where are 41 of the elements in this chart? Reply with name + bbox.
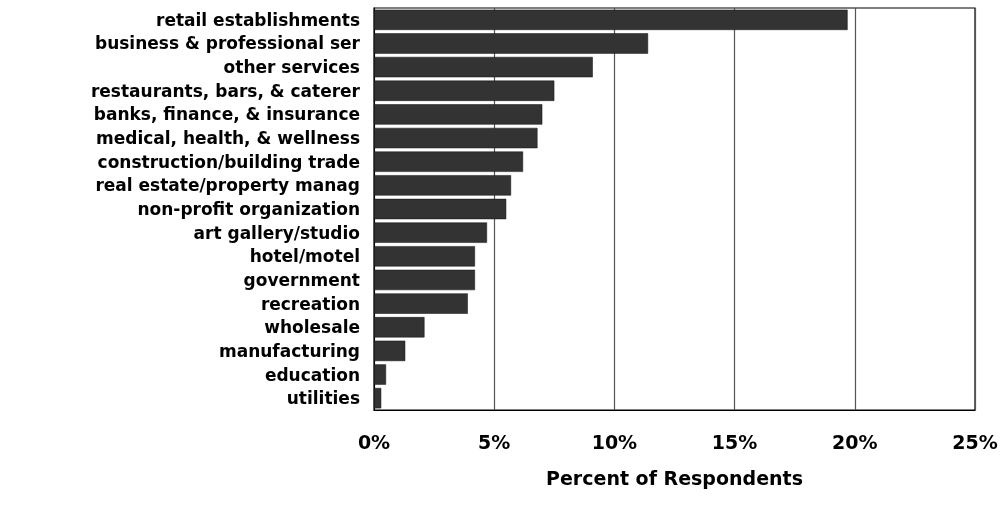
bar <box>374 364 387 385</box>
y-tick-label: recreation <box>260 293 360 314</box>
bar <box>374 340 406 362</box>
bar <box>374 9 848 30</box>
bar <box>374 222 487 243</box>
y-tick-label: retail establishments <box>156 9 360 30</box>
x-tick-label: 0% <box>357 430 391 453</box>
bar <box>374 246 475 267</box>
bar <box>374 317 425 338</box>
y-tick-label: medical, health, & wellness <box>95 128 360 149</box>
y-tick-label: art gallery/studio <box>193 222 360 243</box>
y-tick-label: government <box>243 269 360 290</box>
y-tick-label: wholesale <box>264 317 360 338</box>
y-tick-label: business & professional ser <box>94 33 361 54</box>
bar <box>374 80 555 101</box>
bar <box>374 293 468 314</box>
x-tick-label: 25% <box>952 430 998 453</box>
y-tick-label: non-profit organization <box>137 199 360 219</box>
bar <box>374 104 543 125</box>
x-axis-title: Percent of Respondents <box>546 466 803 489</box>
y-tick-label: banks, finance, & insurance <box>93 104 360 125</box>
bar <box>374 198 507 220</box>
x-tick-label: 20% <box>832 430 878 453</box>
bar <box>374 56 593 78</box>
y-tick-label: hotel/motel <box>249 246 360 267</box>
bar <box>374 175 512 196</box>
x-tick-label: 10% <box>591 430 638 453</box>
y-tick-label: education <box>264 364 360 385</box>
y-tick-label: construction/building trade <box>97 151 360 172</box>
bar <box>374 388 382 409</box>
y-tick-label: restaurants, bars, & caterer <box>90 80 361 101</box>
x-tick-label: 5% <box>478 430 511 453</box>
bar <box>374 127 538 149</box>
y-tick-label: utilities <box>286 388 360 409</box>
y-tick-label: real estate/property manag <box>95 175 360 196</box>
x-tick-label: 15% <box>711 430 758 453</box>
y-tick-label: other services <box>223 57 360 78</box>
bar <box>374 151 524 172</box>
y-tick-label: manufacturing <box>218 340 360 361</box>
bar <box>374 33 649 54</box>
bar <box>374 269 475 291</box>
